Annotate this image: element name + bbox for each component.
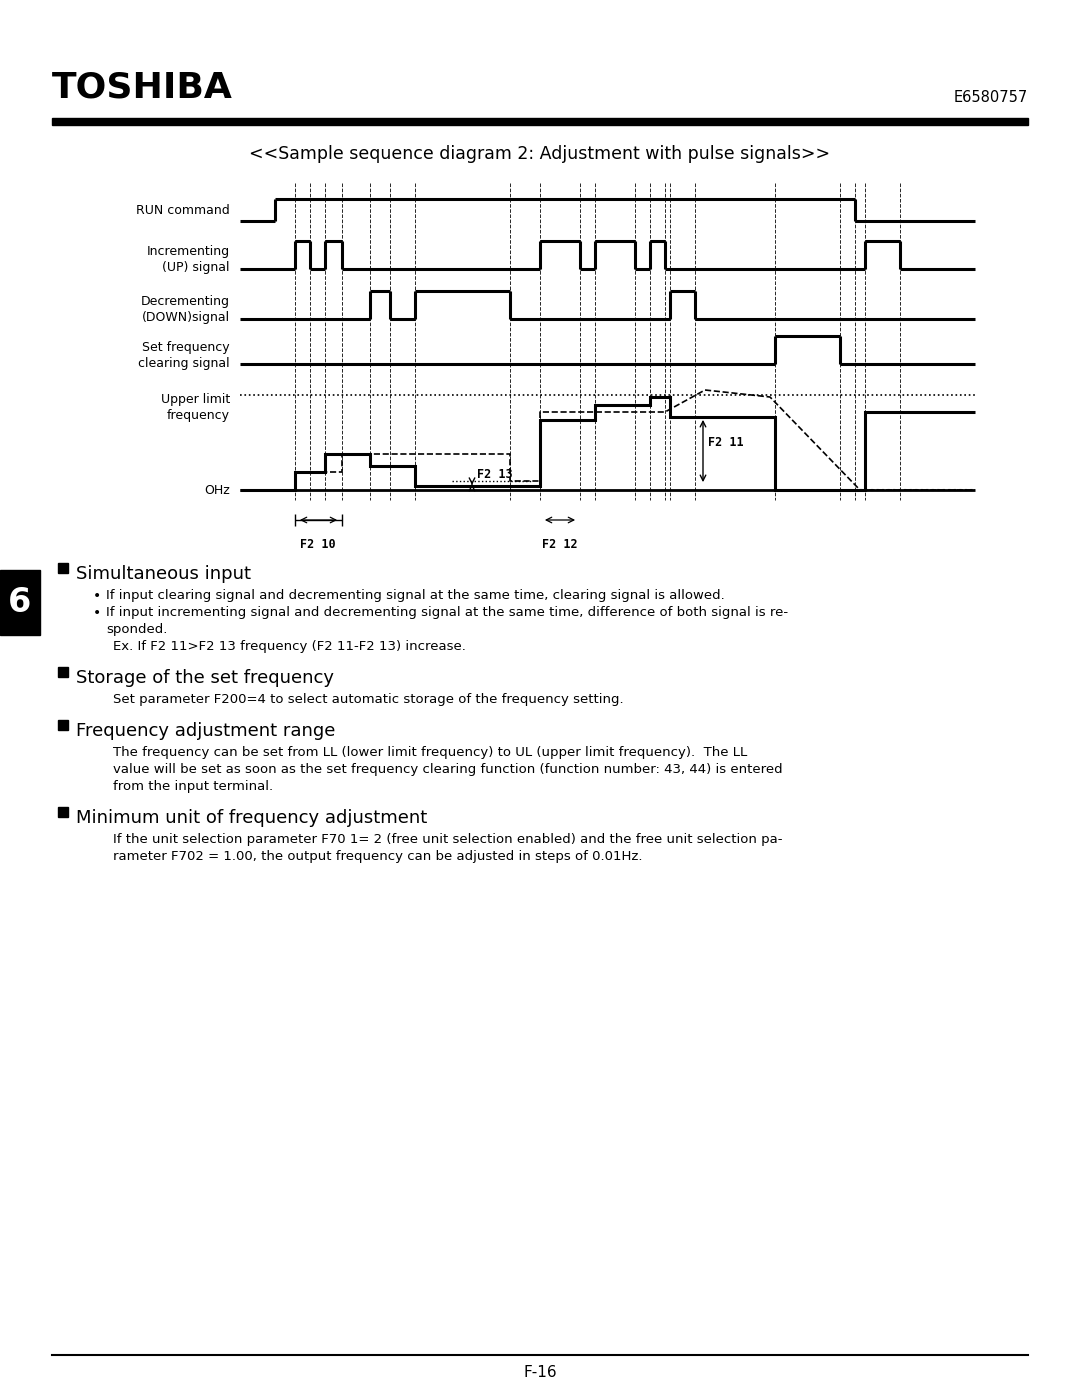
- Text: OHz: OHz: [204, 483, 230, 496]
- Text: F2 10: F2 10: [300, 538, 336, 550]
- Text: Upper limit
frequency: Upper limit frequency: [161, 393, 230, 422]
- Bar: [58, 666, 68, 678]
- Text: Ex. If F2 11>F2 13 frequency (F2 11-F2 13) increase.: Ex. If F2 11>F2 13 frequency (F2 11-F2 1…: [113, 640, 465, 652]
- Text: If input incrementing signal and decrementing signal at the same time, differenc: If input incrementing signal and decreme…: [106, 606, 788, 619]
- Text: F2 11: F2 11: [708, 436, 744, 450]
- Text: Storage of the set frequency: Storage of the set frequency: [76, 669, 334, 687]
- Text: Incrementing
(UP) signal: Incrementing (UP) signal: [147, 246, 230, 274]
- Text: Decrementing
(DOWN)signal: Decrementing (DOWN)signal: [141, 296, 230, 324]
- Text: Simultaneous input: Simultaneous input: [76, 564, 251, 583]
- Text: Set frequency
clearing signal: Set frequency clearing signal: [138, 341, 230, 369]
- Text: 6: 6: [9, 585, 31, 619]
- Text: value will be set as soon as the set frequency clearing function (function numbe: value will be set as soon as the set fre…: [113, 763, 783, 775]
- Text: E6580757: E6580757: [954, 89, 1028, 105]
- Text: Frequency adjustment range: Frequency adjustment range: [76, 722, 336, 740]
- Text: Minimum unit of frequency adjustment: Minimum unit of frequency adjustment: [76, 809, 428, 827]
- Text: The frequency can be set from LL (lower limit frequency) to UL (upper limit freq: The frequency can be set from LL (lower …: [113, 746, 747, 759]
- Text: •: •: [93, 606, 102, 620]
- Bar: [52, 117, 1028, 124]
- Text: sponded.: sponded.: [106, 623, 167, 636]
- Text: TOSHIBA: TOSHIBA: [52, 71, 233, 105]
- Text: •: •: [93, 590, 102, 604]
- Text: F2 12: F2 12: [542, 538, 578, 550]
- Text: Set parameter F200=4 to select automatic storage of the frequency setting.: Set parameter F200=4 to select automatic…: [113, 693, 623, 705]
- Text: F2 13: F2 13: [477, 468, 513, 482]
- Text: If input clearing signal and decrementing signal at the same time, clearing sign: If input clearing signal and decrementin…: [106, 590, 725, 602]
- Bar: [58, 807, 68, 817]
- Text: <<Sample sequence diagram 2: Adjustment with pulse signals>>: <<Sample sequence diagram 2: Adjustment …: [249, 145, 831, 163]
- Bar: [58, 719, 68, 731]
- Text: If the unit selection parameter F70 1= 2 (free unit selection enabled) and the f: If the unit selection parameter F70 1= 2…: [113, 833, 783, 847]
- Text: from the input terminal.: from the input terminal.: [113, 780, 273, 793]
- Bar: [58, 563, 68, 573]
- Text: F-16: F-16: [523, 1365, 557, 1380]
- Text: rameter F702 = 1.00, the output frequency can be adjusted in steps of 0.01Hz.: rameter F702 = 1.00, the output frequenc…: [113, 849, 643, 863]
- Text: RUN command: RUN command: [136, 204, 230, 217]
- Bar: [0, 570, 40, 636]
